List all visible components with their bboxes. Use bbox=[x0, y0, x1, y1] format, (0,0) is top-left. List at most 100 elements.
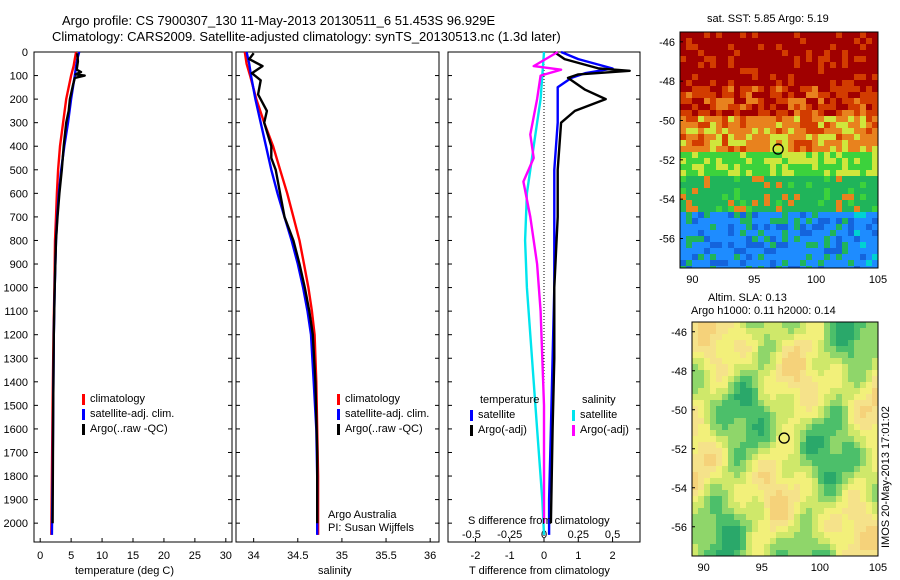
map-cell bbox=[818, 68, 824, 74]
y-tick-label: 500 bbox=[10, 165, 28, 177]
map-cell bbox=[824, 122, 830, 128]
map-cell bbox=[746, 520, 752, 526]
map-cell bbox=[794, 520, 800, 526]
map-cell bbox=[812, 448, 818, 454]
map-cell bbox=[842, 110, 848, 116]
map-cell bbox=[782, 212, 788, 218]
map-cell bbox=[788, 62, 794, 68]
map-cell bbox=[866, 146, 872, 152]
map-cell bbox=[848, 212, 854, 218]
map-cell bbox=[794, 200, 800, 206]
map-cell bbox=[716, 394, 722, 400]
map-cell bbox=[848, 110, 854, 116]
map-cell bbox=[866, 140, 872, 146]
map-cell bbox=[842, 254, 848, 260]
map-cell bbox=[710, 412, 716, 418]
map-cell bbox=[860, 472, 866, 478]
map-cell bbox=[716, 44, 722, 50]
map-cell bbox=[836, 478, 842, 484]
map-cell bbox=[764, 86, 770, 92]
map-cell bbox=[740, 128, 746, 134]
map-cell bbox=[788, 412, 794, 418]
map-cell bbox=[812, 544, 818, 550]
map-cell bbox=[758, 388, 764, 394]
map-cell bbox=[710, 364, 716, 370]
map-cell bbox=[782, 56, 788, 62]
map-cell bbox=[728, 116, 734, 122]
map-cell bbox=[848, 74, 854, 80]
map-cell bbox=[830, 526, 836, 532]
map-cell bbox=[860, 218, 866, 224]
map-cell bbox=[722, 502, 728, 508]
map-cell bbox=[764, 532, 770, 538]
map-cell bbox=[740, 80, 746, 86]
map-cell bbox=[848, 164, 854, 170]
map-cell bbox=[806, 376, 812, 382]
map-cell bbox=[824, 478, 830, 484]
map-cell bbox=[806, 340, 812, 346]
map-cell bbox=[782, 152, 788, 158]
map-cell bbox=[728, 352, 734, 358]
legend-label: satellite bbox=[478, 409, 516, 421]
map-cell bbox=[860, 62, 866, 68]
map-cell bbox=[722, 436, 728, 442]
map-cell bbox=[764, 352, 770, 358]
map-cell bbox=[836, 448, 842, 454]
map-cell bbox=[800, 322, 806, 328]
map-cell bbox=[698, 86, 704, 92]
map-cell bbox=[686, 122, 692, 128]
map-cell bbox=[800, 260, 806, 266]
map-cell bbox=[848, 230, 854, 236]
map-cell bbox=[770, 92, 776, 98]
map-cell bbox=[818, 466, 824, 472]
map-cell bbox=[776, 266, 782, 268]
map-cell bbox=[698, 230, 704, 236]
map-cell bbox=[758, 68, 764, 74]
map-cell bbox=[734, 212, 740, 218]
map-cell bbox=[770, 340, 776, 346]
map-cell bbox=[866, 116, 872, 122]
map-cell bbox=[716, 236, 722, 242]
map-cell bbox=[734, 436, 740, 442]
map-cell bbox=[776, 502, 782, 508]
map-cell bbox=[794, 224, 800, 230]
map-cell bbox=[770, 74, 776, 80]
map-cell bbox=[854, 32, 860, 38]
map-cell bbox=[698, 248, 704, 254]
map-cell bbox=[854, 430, 860, 436]
map-cell bbox=[854, 140, 860, 146]
map-cell bbox=[806, 502, 812, 508]
map-cell bbox=[836, 236, 842, 242]
map-cell bbox=[782, 74, 788, 80]
y-tick-label: 1700 bbox=[4, 447, 28, 459]
map-cell bbox=[872, 550, 878, 556]
map-cell bbox=[812, 122, 818, 128]
map-cell bbox=[764, 116, 770, 122]
map-cell bbox=[740, 176, 746, 182]
map-cell bbox=[788, 146, 794, 152]
map-cell bbox=[782, 176, 788, 182]
map-cell bbox=[866, 230, 872, 236]
map-cell bbox=[704, 526, 710, 532]
map-cell bbox=[716, 370, 722, 376]
map-cell bbox=[782, 110, 788, 116]
map-cell bbox=[824, 242, 830, 248]
map-cell bbox=[776, 104, 782, 110]
map-cell bbox=[842, 532, 848, 538]
map-cell bbox=[836, 454, 842, 460]
map-cell bbox=[764, 212, 770, 218]
map-cell bbox=[752, 406, 758, 412]
map-cell bbox=[806, 260, 812, 266]
map-cell bbox=[848, 260, 854, 266]
map-cell bbox=[854, 116, 860, 122]
map-cell bbox=[824, 50, 830, 56]
map-cell bbox=[680, 50, 686, 56]
map-cell bbox=[692, 98, 698, 104]
map-cell bbox=[722, 146, 728, 152]
map-cell bbox=[842, 236, 848, 242]
map-cell bbox=[800, 236, 806, 242]
map-cell bbox=[818, 194, 824, 200]
map-cell bbox=[734, 104, 740, 110]
map-cell bbox=[866, 454, 872, 460]
map-cell bbox=[788, 520, 794, 526]
